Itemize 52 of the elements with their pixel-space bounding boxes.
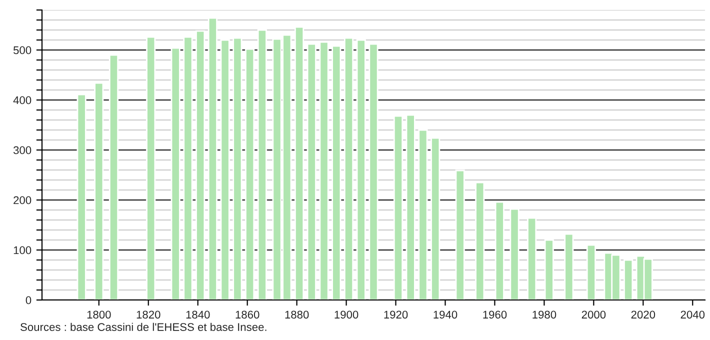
bar <box>319 41 329 300</box>
bar <box>146 36 156 300</box>
bar <box>430 137 440 300</box>
bar <box>220 39 230 300</box>
bar <box>245 48 255 300</box>
bar <box>624 259 634 300</box>
bar <box>108 54 119 300</box>
bar <box>586 244 596 300</box>
bar <box>344 37 354 300</box>
x-tick-label: 1960 <box>483 310 507 319</box>
bar <box>76 94 86 300</box>
bar <box>170 47 180 300</box>
bar <box>406 114 416 300</box>
bar <box>257 29 267 300</box>
bar <box>306 43 316 300</box>
x-tick-label: 1880 <box>285 310 309 319</box>
bar <box>527 217 537 300</box>
source-note: Sources : base Cassini de l'EHESS et base Insee. <box>20 322 266 331</box>
x-tick-label: 2000 <box>582 310 606 319</box>
x-tick-label: 2020 <box>631 310 656 319</box>
bar <box>564 233 574 300</box>
bar <box>418 129 428 300</box>
bar <box>455 170 465 300</box>
x-tick-label: 2040 <box>680 310 705 319</box>
bar <box>510 208 520 300</box>
x-tick-label: 1980 <box>532 310 556 319</box>
x-tick-label: 1820 <box>136 310 160 319</box>
x-tick-label: 1920 <box>384 310 408 319</box>
bar <box>368 43 378 300</box>
x-tick-label: 1860 <box>236 310 260 319</box>
bar <box>208 17 218 300</box>
bar <box>332 45 342 300</box>
bar <box>196 30 206 300</box>
x-tick-label: 1800 <box>87 310 111 319</box>
bar <box>294 26 304 300</box>
bar <box>393 115 404 300</box>
x-tick-label: 1840 <box>186 310 210 319</box>
bar <box>183 36 193 300</box>
y-tick-label: 0 <box>26 296 32 304</box>
y-tick-label: 400 <box>13 96 32 104</box>
bar <box>544 239 554 300</box>
bar <box>94 82 104 300</box>
bar <box>475 182 485 300</box>
x-tick-label: 1940 <box>434 310 458 319</box>
y-tick-label: 300 <box>13 146 32 154</box>
y-tick-label: 100 <box>14 246 32 254</box>
bar <box>494 201 504 300</box>
bar <box>232 37 242 300</box>
bar <box>356 39 366 300</box>
x-tick-label: 1900 <box>334 310 358 319</box>
y-tick-label: 500 <box>13 46 32 54</box>
y-tick-label: 200 <box>14 196 32 204</box>
